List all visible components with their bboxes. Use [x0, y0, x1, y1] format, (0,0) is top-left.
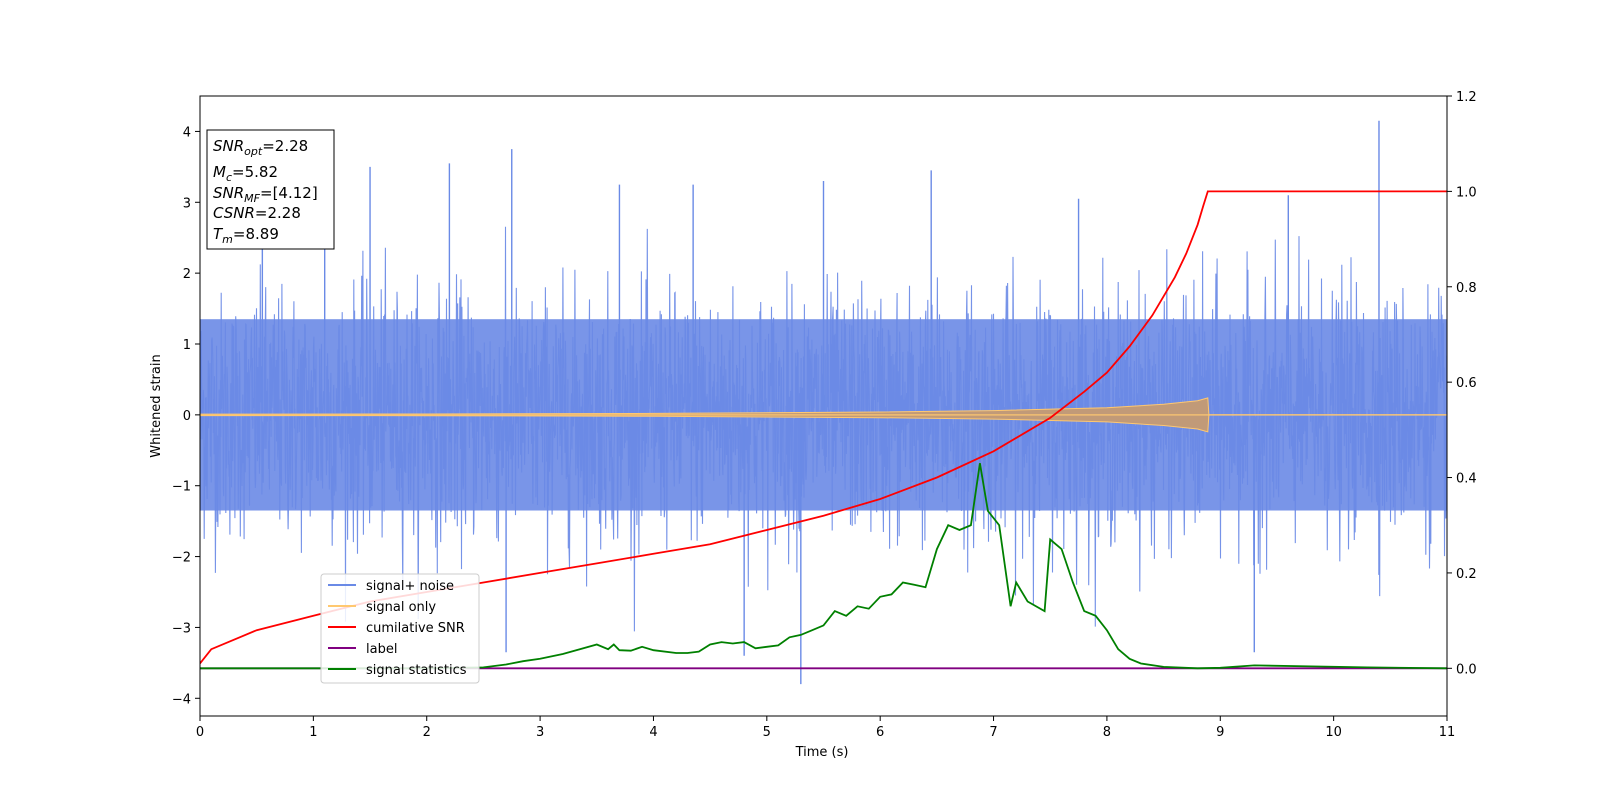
y-left-tick-label: 0: [183, 409, 191, 424]
legend-label-cumulative-snr: cumilative SNR: [366, 621, 465, 636]
y-left-tick-label: −1: [172, 480, 191, 495]
x-axis-ticks: 0 1 2 3 4 5 6 7 8 9 10 11: [196, 716, 1455, 740]
x-tick-label: 10: [1325, 725, 1342, 740]
x-tick-label: 5: [763, 725, 771, 740]
info-snr-mf: SNRMF=[4.12]: [213, 184, 318, 205]
info-box: SNRopt=2.28 Mc=5.82 SNRMF=[4.12] CSNR=2.…: [206, 129, 335, 250]
y-right-tick-label: 0.0: [1456, 662, 1477, 677]
x-tick-label: 8: [1103, 725, 1111, 740]
y-left-tick-label: 1: [183, 338, 191, 353]
legend-label-signal-noise: signal+ noise: [366, 579, 454, 594]
legend-label-label: label: [366, 642, 397, 657]
y-left-tick-label: 4: [183, 125, 191, 140]
info-box-frame: [206, 129, 335, 250]
legend-label-signal-only: signal only: [366, 600, 436, 615]
info-snr-opt: SNRopt=2.28: [213, 137, 308, 158]
y-right-tick-label: 1.2: [1456, 90, 1477, 105]
x-tick-label: 3: [536, 725, 544, 740]
y-right-tick-label: 0.8: [1456, 281, 1477, 296]
x-tick-label: 0: [196, 725, 204, 740]
signal-only-series: [200, 397, 1447, 433]
x-tick-label: 4: [649, 725, 657, 740]
x-tick-label: 6: [876, 725, 884, 740]
x-tick-label: 11: [1439, 725, 1456, 740]
y-left-tick-label: 3: [183, 196, 191, 211]
y-left-axis-ticks: 4 3 2 1 0 −1 −2 −3 −4: [172, 125, 200, 707]
x-tick-label: 1: [309, 725, 317, 740]
info-tm: Tm=8.89: [213, 225, 279, 246]
legend-label-signal-statistics: signal statistics: [366, 663, 467, 678]
y-right-axis-ticks: 1.2 1.0 0.8 0.6 0.4 0.2 0.0: [1447, 90, 1477, 677]
y-left-tick-label: −4: [172, 692, 191, 707]
y-right-tick-label: 1.0: [1456, 185, 1477, 200]
info-mc: Mc=5.82: [213, 163, 278, 184]
y-left-tick-label: −3: [172, 621, 191, 636]
legend: signal+ noise signal only cumilative SNR…: [320, 573, 480, 684]
x-tick-label: 2: [423, 725, 431, 740]
y-right-tick-label: 0.2: [1456, 567, 1477, 582]
y-left-tick-label: −2: [172, 551, 191, 566]
y-left-tick-label: 2: [183, 267, 191, 282]
y-axis-label: Whitened strain: [149, 354, 164, 457]
plot-frame: [199, 95, 1448, 717]
x-axis-label: Time (s): [795, 745, 849, 760]
y-right-tick-label: 0.4: [1456, 472, 1477, 487]
y-right-tick-label: 0.6: [1456, 376, 1477, 391]
x-tick-label: 7: [989, 725, 997, 740]
legend-frame: [320, 573, 480, 684]
signal-statistics-line: [200, 463, 1447, 670]
x-tick-label: 9: [1216, 725, 1224, 740]
info-csnr: CSNR=2.28: [213, 204, 301, 222]
